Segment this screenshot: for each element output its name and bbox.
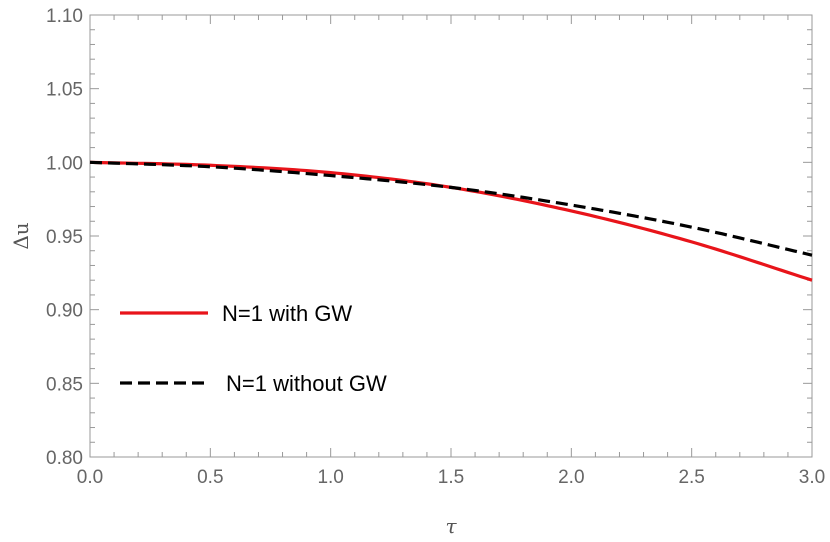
legend-label-1: N=1 with GW <box>222 301 352 326</box>
x-axis-title: τ <box>445 514 457 538</box>
y-tick-label: 0.85 <box>46 374 83 395</box>
legend-label-2: N=1 without GW <box>226 371 387 396</box>
x-tick-label: 0.5 <box>197 467 223 488</box>
series-lines <box>89 160 813 282</box>
y-tick-label: 0.95 <box>46 227 83 248</box>
series-line-1 <box>89 160 813 282</box>
plot-frame-box <box>89 14 813 458</box>
y-axis-title: Δu <box>9 222 33 249</box>
y-tick-label: 1.00 <box>46 153 83 174</box>
series-line-2 <box>89 160 813 257</box>
x-tick-label: 1.5 <box>438 467 464 488</box>
x-tick-label: 2.0 <box>558 467 584 488</box>
minor-ticks <box>90 15 812 457</box>
x-axis-ticks: 0.0 0.5 1.0 1.5 2.0 2.5 3.0 <box>77 15 825 488</box>
y-tick-label: 0.80 <box>46 448 83 469</box>
legend: N=1 with GW N=1 without GW <box>120 301 387 396</box>
y-tick-label: 1.05 <box>46 80 83 101</box>
x-tick-label: 0.0 <box>77 467 103 488</box>
plot-frame <box>89 14 813 458</box>
x-tick-label: 1.0 <box>317 467 343 488</box>
y-tick-label: 0.90 <box>46 301 83 322</box>
y-tick-label: 1.10 <box>46 6 83 27</box>
y-axis-ticks: 0.80 0.85 0.90 0.95 1.00 1.05 1.10 <box>46 6 812 469</box>
x-tick-label: 3.0 <box>799 467 825 488</box>
x-tick-label: 2.5 <box>678 467 704 488</box>
